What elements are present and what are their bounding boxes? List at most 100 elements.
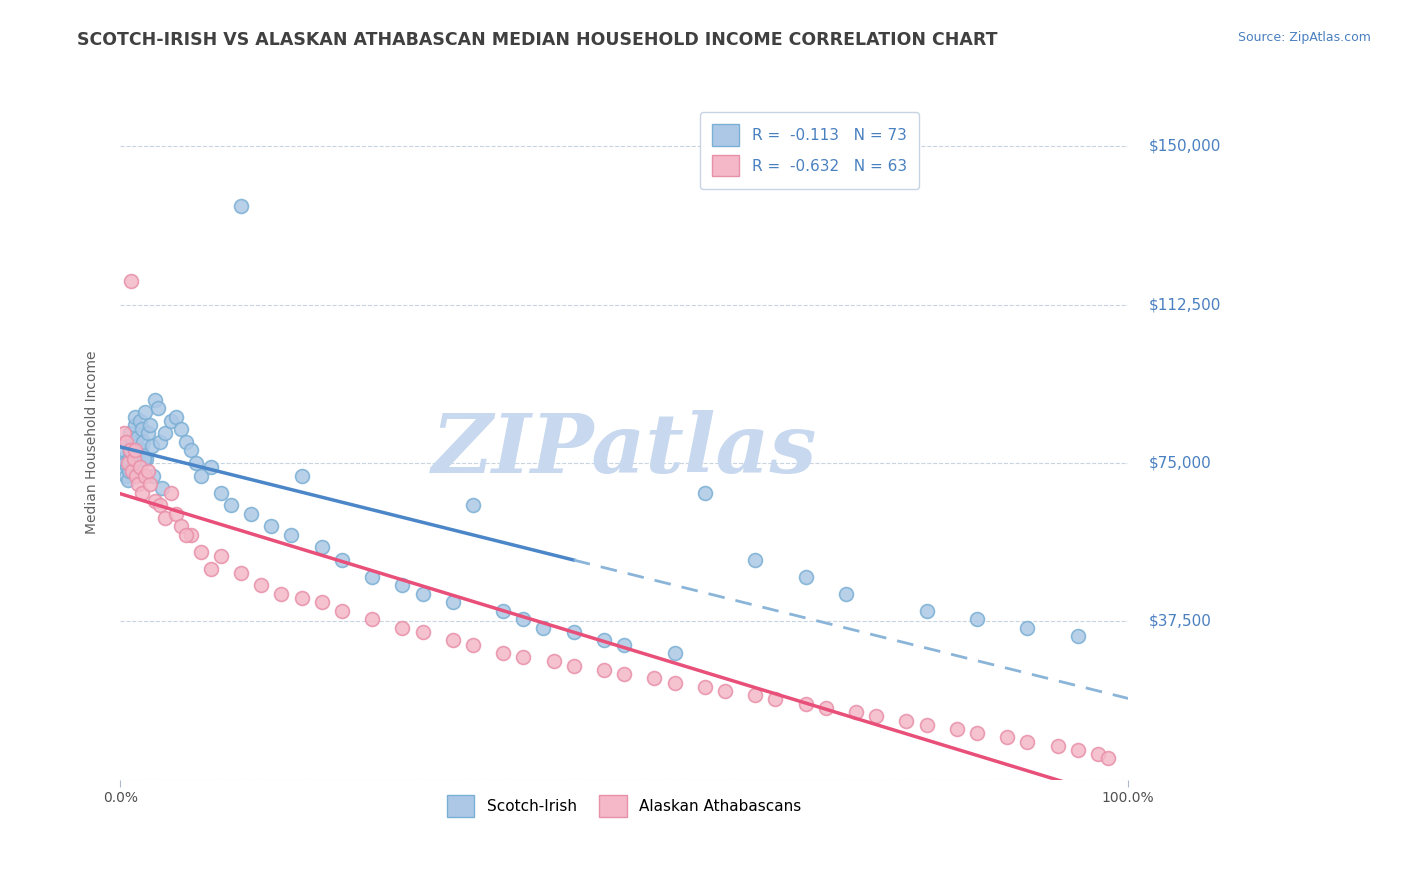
Text: $37,500: $37,500 [1149,614,1211,629]
Point [562,624,585,639]
Point [174,528,197,542]
Text: $150,000: $150,000 [1149,139,1220,154]
Point [1017,621,1039,635]
Point [139,417,162,432]
Point [290,591,312,606]
Point [593,663,616,677]
Point [492,604,515,618]
Point [145,392,167,407]
Point [412,624,434,639]
Point [180,528,202,542]
Point [159,485,181,500]
Point [845,705,868,719]
Point [664,646,686,660]
Point [664,675,686,690]
Point [134,405,156,419]
Point [512,650,534,665]
Point [280,528,302,542]
Point [131,485,153,500]
Point [127,431,149,445]
Point [125,439,148,453]
Point [1097,751,1119,765]
Legend: Scotch-Irish, Alaskan Athabascans: Scotch-Irish, Alaskan Athabascans [440,789,807,822]
Point [115,468,138,483]
Point [915,604,938,618]
Point [152,481,174,495]
Point [112,443,135,458]
Point [794,570,817,584]
Point [593,633,616,648]
Point [533,621,555,635]
Y-axis label: Median Household Income: Median Household Income [86,351,100,533]
Point [124,409,146,424]
Point [142,468,165,483]
Point [118,465,141,479]
Point [155,426,177,441]
Point [209,485,232,500]
Point [112,426,135,441]
Point [744,553,766,567]
Point [134,451,156,466]
Point [121,465,143,479]
Point [120,439,142,453]
Point [441,633,464,648]
Point [139,477,162,491]
Point [512,612,534,626]
Text: $75,000: $75,000 [1149,456,1211,470]
Point [763,692,786,706]
Point [127,448,149,462]
Point [148,401,170,416]
Point [114,456,136,470]
Point [270,587,292,601]
Point [311,541,333,555]
Point [229,198,252,212]
Point [184,456,207,470]
Point [945,722,967,736]
Point [129,460,152,475]
Point [141,439,163,453]
Point [966,612,988,626]
Point [120,275,142,289]
Text: Source: ZipAtlas.com: Source: ZipAtlas.com [1237,31,1371,45]
Point [391,621,413,635]
Point [117,456,139,470]
Point [169,422,191,436]
Point [311,595,333,609]
Point [165,507,187,521]
Point [120,443,142,458]
Point [134,468,156,483]
Point [155,511,177,525]
Point [562,658,585,673]
Point [159,414,181,428]
Point [190,544,212,558]
Point [461,498,484,512]
Point [361,570,384,584]
Text: SCOTCH-IRISH VS ALASKAN ATHABASCAN MEDIAN HOUSEHOLD INCOME CORRELATION CHART: SCOTCH-IRISH VS ALASKAN ATHABASCAN MEDIA… [77,31,998,49]
Point [250,578,273,592]
Point [1067,629,1090,643]
Point [149,498,172,512]
Point [966,726,988,740]
Point [461,638,484,652]
Point [124,443,146,458]
Point [229,566,252,580]
Point [200,561,222,575]
Point [330,553,353,567]
Point [1087,747,1109,762]
Point [835,587,858,601]
Point [441,595,464,609]
Point [138,465,160,479]
Point [122,434,145,449]
Point [118,451,141,466]
Point [915,717,938,731]
Point [129,414,152,428]
Point [127,477,149,491]
Point [115,434,138,449]
Point [114,434,136,449]
Point [112,451,135,466]
Point [120,443,142,458]
Point [412,587,434,601]
Point [132,434,155,449]
Point [124,417,146,432]
Point [174,434,197,449]
